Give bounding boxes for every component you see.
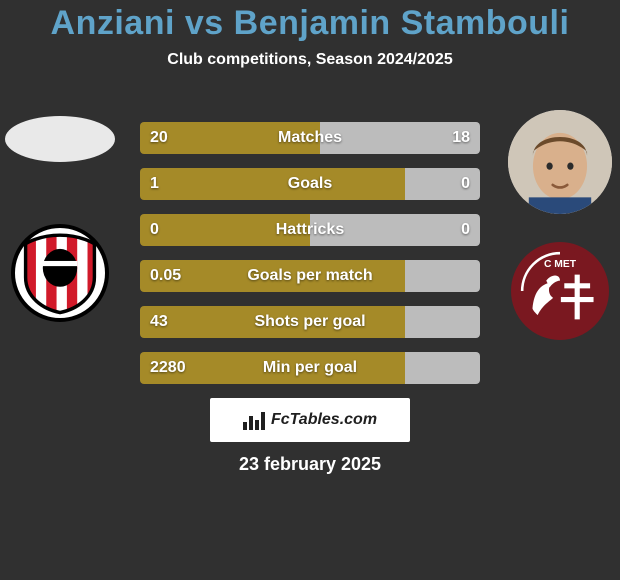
svg-text:C MET: C MET [544, 259, 577, 270]
footer-date: 23 february 2025 [0, 454, 620, 475]
left-player-avatar [5, 116, 115, 162]
stat-label: Goals per match [140, 260, 480, 292]
stat-bars: 2018Matches 10Goals 00Hattricks 0.05Goals p… [140, 122, 480, 384]
comparison-subtitle: Club competitions, Season 2024/2025 [0, 51, 620, 69]
brand-text: FcTables.com [271, 411, 377, 429]
left-club-badge [11, 224, 109, 322]
stat-row: 10Goals [140, 168, 480, 200]
brand-badge: FcTables.com [210, 398, 410, 442]
left-player-column [0, 110, 120, 322]
player-face-icon [508, 110, 612, 214]
right-club-badge: C MET [511, 242, 609, 340]
stat-row: 0.05Goals per match [140, 260, 480, 292]
brand-bars-icon [243, 410, 265, 430]
stat-label: Goals [140, 168, 480, 200]
stat-label: Shots per goal [140, 306, 480, 338]
stat-row: 43Shots per goal [140, 306, 480, 338]
right-player-column: C MET [500, 110, 620, 340]
stat-row: 2018Matches [140, 122, 480, 154]
stat-row: 2280Min per goal [140, 352, 480, 384]
club-badge-left-icon [17, 230, 103, 316]
stat-label: Min per goal [140, 352, 480, 384]
stat-label: Matches [140, 122, 480, 154]
stat-label: Hattricks [140, 214, 480, 246]
comparison-title: Anziani vs Benjamin Stambouli [0, 0, 620, 43]
right-player-avatar [508, 110, 612, 214]
stat-row: 00Hattricks [140, 214, 480, 246]
club-badge-right-icon: C MET [517, 248, 603, 334]
